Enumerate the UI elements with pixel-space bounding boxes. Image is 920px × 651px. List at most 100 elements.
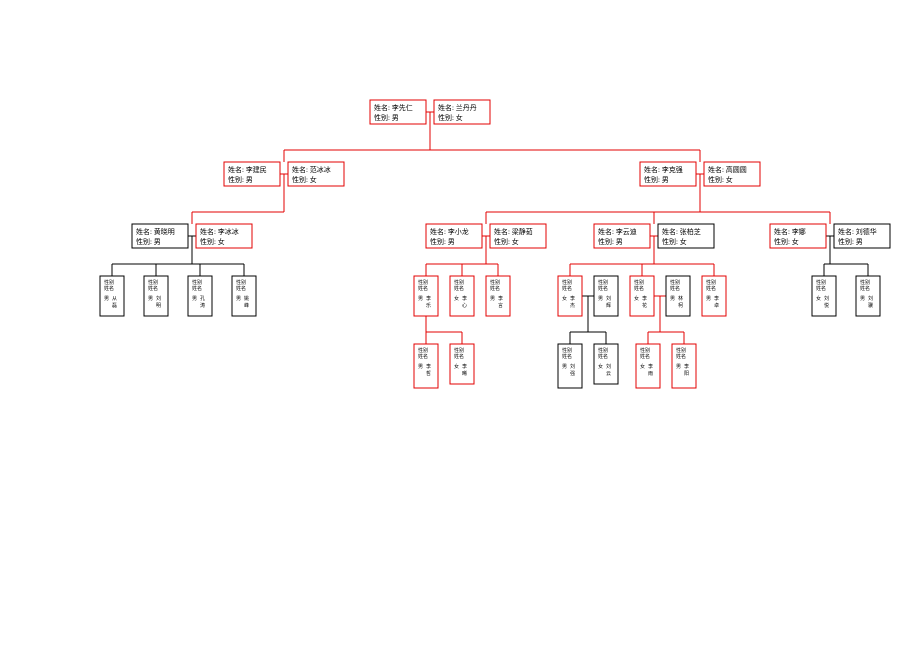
svg-text:姓名: 姓名 — [562, 353, 572, 360]
svg-text:性别: 性别 — [562, 347, 572, 354]
svg-text:姓名: 姓名 — [490, 285, 500, 292]
svg-text:女: 女 — [562, 295, 567, 302]
svg-text:性别: 性别 — [706, 279, 716, 286]
svg-text:李: 李 — [498, 295, 503, 302]
svg-text:姓名: 姓名 — [706, 285, 716, 292]
svg-text:女: 女 — [454, 295, 459, 302]
svg-text:姓名: 姓名 — [454, 353, 464, 360]
svg-text:姓名: 范冰冰: 姓名: 范冰冰 — [292, 165, 331, 174]
svg-text:雨: 雨 — [648, 371, 653, 377]
svg-text:姓名: 姓名 — [192, 285, 202, 292]
svg-text:姓名: 姓名 — [640, 353, 650, 360]
svg-text:男: 男 — [192, 296, 197, 302]
svg-text:云: 云 — [606, 371, 611, 377]
person-node: 性别姓名男李乐 — [414, 276, 438, 316]
person-node: 性别姓名女刘悦 — [812, 276, 836, 316]
svg-text:性别: 性别 — [418, 279, 428, 286]
person-node: 性别姓名男刘明 — [144, 276, 168, 316]
svg-text:姓名: 黄晓明: 姓名: 黄晓明 — [136, 227, 175, 236]
svg-text:性别: 性别 — [104, 279, 114, 286]
person-node: 性别姓名男孔涛 — [188, 276, 212, 316]
svg-text:姓名: 姓名 — [670, 285, 680, 292]
svg-text:强: 强 — [570, 371, 575, 377]
svg-text:骥: 骥 — [868, 302, 873, 309]
svg-text:男: 男 — [418, 296, 423, 302]
svg-text:男: 男 — [148, 296, 153, 302]
svg-text:孔: 孔 — [200, 295, 205, 302]
svg-text:姓名: 李先仁: 姓名: 李先仁 — [374, 103, 413, 112]
person-node: 性别姓名男林柯 — [666, 276, 690, 316]
svg-text:性别: 女: 性别: 女 — [200, 237, 225, 246]
svg-text:性别: 性别 — [670, 279, 680, 286]
person-node: 姓名: 李先仁性别: 男 — [370, 100, 426, 124]
svg-text:花: 花 — [642, 302, 647, 309]
svg-text:李: 李 — [714, 295, 719, 302]
svg-text:乐: 乐 — [426, 302, 431, 309]
svg-text:姓名: 刘德华: 姓名: 刘德华 — [838, 227, 877, 236]
svg-text:男: 男 — [598, 296, 603, 302]
svg-text:李: 李 — [684, 363, 689, 370]
person-node: 性别姓名男从磊 — [100, 276, 124, 316]
svg-text:姓名: 姓名 — [418, 285, 428, 292]
svg-text:男: 男 — [860, 296, 865, 302]
person-node: 姓名: 张柏芝性别: 女 — [658, 224, 714, 248]
svg-text:刘: 刘 — [868, 295, 873, 302]
svg-text:李: 李 — [426, 295, 431, 302]
svg-text:阳: 阳 — [684, 370, 689, 377]
svg-text:性别: 性别 — [490, 279, 500, 286]
svg-text:刘: 刘 — [606, 363, 611, 370]
svg-text:峰: 峰 — [244, 302, 249, 309]
svg-text:李: 李 — [462, 363, 467, 370]
svg-text:姓名: 姓名 — [148, 285, 158, 292]
svg-text:姓名: 兰丹丹: 姓名: 兰丹丹 — [438, 103, 477, 112]
person-node: 性别姓名男刘强 — [558, 344, 582, 388]
svg-text:女: 女 — [816, 295, 821, 302]
svg-text:柯: 柯 — [678, 302, 683, 309]
svg-text:辉: 辉 — [606, 302, 611, 309]
svg-text:晞: 晞 — [462, 370, 467, 377]
svg-text:姓名: 姓名 — [418, 353, 428, 360]
svg-text:卓: 卓 — [714, 302, 719, 309]
svg-text:刘: 刘 — [824, 295, 829, 302]
svg-text:性别: 男: 性别: 男 — [598, 237, 623, 246]
svg-text:姓名: 李克强: 姓名: 李克强 — [644, 165, 683, 174]
svg-text:性别: 性别 — [148, 279, 158, 286]
person-node: 性别姓名男刘辉 — [594, 276, 618, 316]
svg-text:性别: 男: 性别: 男 — [644, 175, 669, 184]
svg-text:姓名: 李冰冰: 姓名: 李冰冰 — [200, 227, 239, 236]
person-node: 姓名: 李克强性别: 男 — [640, 162, 696, 186]
svg-text:姓名: 姓名 — [598, 285, 608, 292]
svg-text:性别: 性别 — [676, 347, 686, 354]
svg-text:性别: 女: 性别: 女 — [292, 175, 317, 184]
svg-text:性别: 性别 — [598, 347, 608, 354]
svg-text:性别: 女: 性别: 女 — [494, 237, 519, 246]
person-node: 姓名: 兰丹丹性别: 女 — [434, 100, 490, 124]
svg-text:性别: 性别 — [816, 279, 826, 286]
svg-text:李: 李 — [426, 363, 431, 370]
svg-text:言: 言 — [498, 302, 503, 309]
svg-text:姓名: 高圆圆: 姓名: 高圆圆 — [708, 165, 747, 174]
svg-text:男: 男 — [490, 296, 495, 302]
svg-text:磊: 磊 — [112, 303, 117, 309]
svg-text:李: 李 — [462, 295, 467, 302]
svg-text:姓名: 李云迪: 姓名: 李云迪 — [598, 227, 637, 236]
person-node: 姓名: 李娜性别: 女 — [770, 224, 826, 248]
person-node: 性别姓名男李言 — [486, 276, 510, 316]
svg-text:李: 李 — [648, 363, 653, 370]
svg-text:性别: 性别 — [454, 347, 464, 354]
svg-text:刘: 刘 — [606, 295, 611, 302]
person-node: 姓名: 高圆圆性别: 女 — [704, 162, 760, 186]
person-node: 性别姓名男李阳 — [672, 344, 696, 388]
svg-text:哲: 哲 — [426, 371, 431, 377]
svg-text:女: 女 — [640, 363, 645, 370]
svg-text:性别: 女: 性别: 女 — [438, 113, 463, 122]
svg-text:姓名: 姓名 — [104, 285, 114, 292]
svg-text:男: 男 — [236, 296, 241, 302]
svg-text:刘: 刘 — [570, 363, 575, 370]
person-node: 姓名: 李小龙性别: 男 — [426, 224, 482, 248]
person-node: 性别姓名女刘云 — [594, 344, 618, 384]
svg-text:男: 男 — [418, 364, 423, 370]
svg-text:杰: 杰 — [570, 302, 575, 309]
svg-text:姓名: 李娜: 姓名: 李娜 — [774, 227, 806, 236]
person-node: 性别姓名男李哲 — [414, 344, 438, 388]
